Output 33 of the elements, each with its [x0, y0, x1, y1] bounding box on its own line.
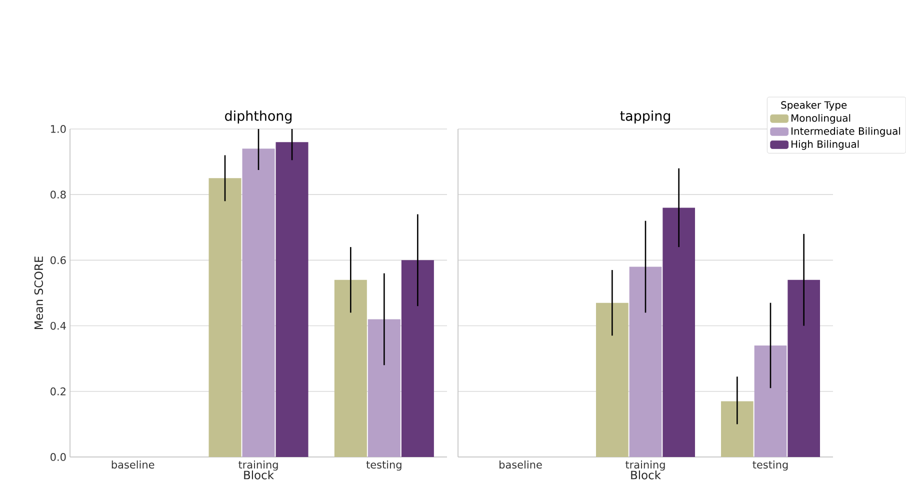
bar [721, 401, 754, 457]
y-tick-label: 1.0 [50, 125, 66, 133]
x-tick-label: baseline [500, 460, 542, 469]
bar [629, 266, 662, 457]
legend-title: Speaker Type [781, 101, 847, 111]
bar [242, 148, 275, 457]
x-axis-title: Block [631, 470, 661, 480]
bar [334, 280, 367, 457]
x-tick-label: baseline [112, 460, 154, 469]
bar [276, 142, 308, 457]
legend-label: High Bilingual [792, 140, 859, 150]
chart-title: diphthong [225, 110, 292, 124]
y-tick-label: 0.8 [50, 190, 66, 199]
x-tick-label: training [626, 460, 665, 471]
y-tick-label: 0.2 [50, 387, 66, 396]
legend-label: Monolingual [792, 114, 850, 124]
x-tick-label: testing [366, 460, 402, 471]
x-axis-title: Block [244, 470, 274, 480]
bar [662, 208, 696, 457]
bar [208, 178, 242, 457]
bar [788, 280, 820, 457]
y-axis-title: Mean SCORE [34, 256, 44, 330]
chart-title: tapping [620, 110, 670, 124]
bar [596, 302, 628, 457]
y-tick-label: 0.6 [50, 256, 66, 264]
x-tick-label: training [238, 460, 278, 471]
x-tick-label: testing [752, 460, 788, 471]
legend-label: Intermediate Bilingual [792, 127, 900, 137]
bar [754, 345, 787, 457]
y-tick-label: 0.0 [50, 453, 66, 461]
y-tick-label: 0.4 [50, 322, 66, 330]
bar [368, 319, 400, 457]
bar [401, 260, 434, 457]
